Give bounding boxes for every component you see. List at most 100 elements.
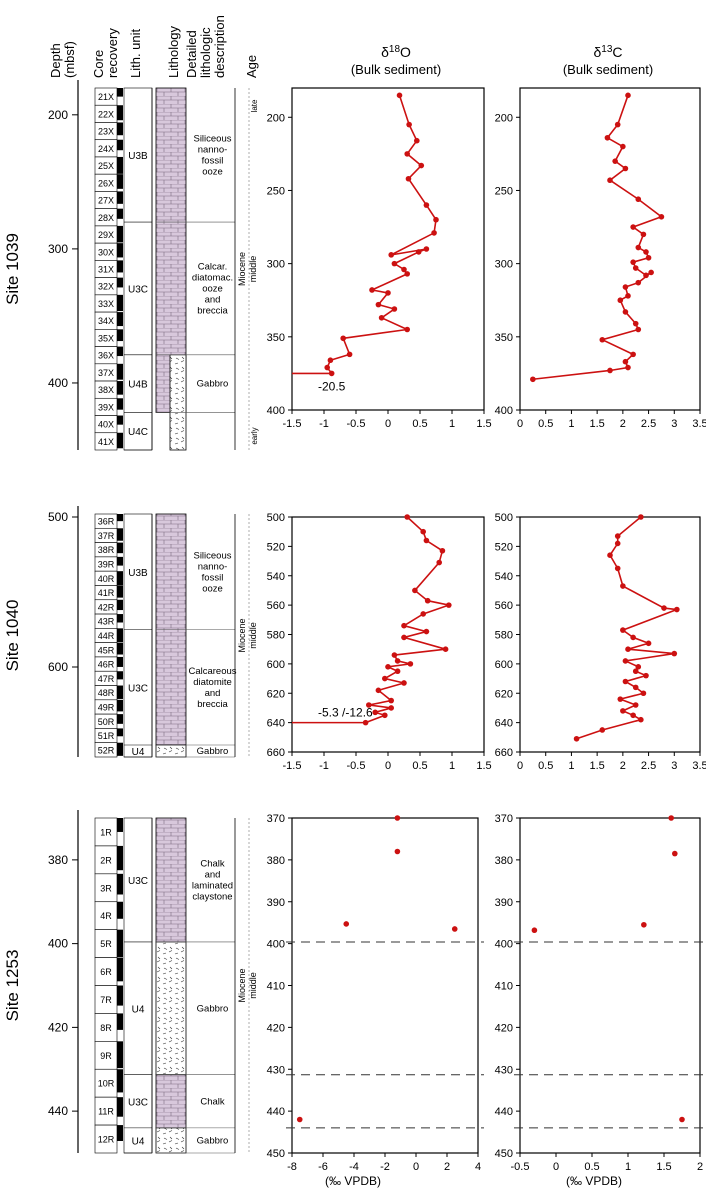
x-tick-label: 1	[568, 418, 574, 430]
core-recovery-bar	[117, 585, 123, 598]
core-recovery-bar	[117, 1125, 123, 1141]
data-point	[622, 284, 629, 290]
core-recovery-bar	[117, 139, 123, 151]
description-header-3: description	[212, 15, 227, 78]
data-point	[366, 702, 372, 708]
core-label: 23X	[98, 127, 114, 137]
core-label: 40X	[98, 420, 114, 430]
core-recovery-bar	[117, 901, 123, 919]
data-point	[439, 547, 446, 554]
offscale-label: -20.5	[318, 379, 346, 393]
x-tick-label: 1.5	[589, 760, 604, 772]
description-text: Chalk	[200, 858, 225, 869]
data-point	[607, 177, 613, 184]
data-point	[620, 708, 626, 714]
data-point	[388, 705, 395, 711]
data-point	[614, 533, 621, 539]
core-label: 6R	[100, 967, 112, 977]
core-recovery-bar	[117, 671, 123, 680]
age-label-group: Miocene middle	[237, 618, 258, 652]
core-recovery-bar	[117, 415, 123, 425]
core-recovery-bar	[117, 845, 123, 871]
core-recovery-bar	[117, 628, 123, 643]
data-point	[327, 357, 334, 364]
x-tick-label: -0.5	[347, 418, 366, 430]
data-point	[369, 287, 375, 293]
y-tick-label: 660	[495, 747, 513, 759]
core-label: 30X	[98, 247, 114, 257]
data-point	[622, 678, 629, 685]
x-tick-label: 3	[671, 760, 677, 772]
core-recovery-bar	[117, 873, 123, 895]
data-point	[632, 265, 639, 271]
data-point	[622, 358, 629, 365]
core-recovery-bar	[117, 105, 123, 121]
depth-tick-label: 440	[48, 1104, 68, 1118]
data-point	[404, 151, 411, 157]
description-text: Chalk	[200, 1096, 225, 1107]
data-point	[620, 583, 626, 589]
data-point	[622, 658, 629, 664]
core-label: 47R	[98, 674, 115, 684]
data-point	[630, 712, 636, 719]
core-recovery-bar	[117, 699, 123, 712]
core-recovery-bar	[117, 363, 123, 380]
description-text: Calcar.	[198, 261, 228, 272]
core-recovery-bar	[117, 346, 123, 357]
data-point	[573, 735, 580, 742]
data-point	[385, 290, 391, 296]
core-label: 26X	[98, 178, 114, 188]
unit-column	[123, 513, 153, 758]
y-tick-label: 500	[495, 512, 513, 524]
depth-tick-label: 300	[48, 242, 68, 256]
y-tick-label: 600	[267, 659, 285, 671]
data-point	[396, 92, 403, 99]
x-tick-label: 0.5	[412, 418, 427, 430]
description-header-2: lithologic	[198, 27, 213, 78]
data-point	[635, 664, 642, 670]
data-point	[423, 246, 430, 252]
core-label: 1R	[100, 827, 112, 837]
depth-header: Depth	[48, 43, 63, 78]
age-epoch: Miocene	[237, 618, 247, 652]
data-point	[679, 1116, 685, 1123]
core-label: 39X	[98, 402, 114, 412]
y-tick-label: 300	[267, 259, 285, 271]
data-point	[372, 709, 379, 716]
y-tick-label: 200	[267, 112, 285, 124]
data-point	[382, 712, 388, 719]
core-recovery-bar	[117, 1013, 123, 1030]
depth-tick-label: 200	[48, 108, 68, 122]
y-tick-label: 640	[495, 718, 513, 730]
gabbro-lithology	[155, 941, 187, 1076]
description-text: and	[205, 688, 221, 699]
x-tick-label: 2	[620, 418, 626, 430]
core-recovery-bar	[117, 1041, 123, 1069]
data-point	[643, 672, 649, 679]
y-tick-label: 580	[267, 630, 285, 642]
y-tick-label: 540	[267, 571, 285, 583]
data-point	[391, 652, 398, 658]
x-tick-label: 1	[625, 1161, 631, 1173]
core-label: 38X	[98, 385, 114, 395]
core-recovery-bar	[117, 243, 123, 258]
data-point	[418, 162, 425, 169]
x-tick-label: -1.5	[283, 418, 302, 430]
x-axis-label-d18o: (‰ VPDB)	[325, 1174, 381, 1188]
data-point	[406, 121, 412, 128]
data-point	[643, 249, 649, 255]
description-text: Gabbro	[197, 1003, 229, 1014]
x-tick-label: -4	[349, 1161, 359, 1173]
age-stage: middle	[248, 256, 258, 283]
data-point	[385, 664, 391, 670]
data-point	[394, 658, 401, 664]
y-tick-label: 600	[495, 659, 513, 671]
core-label: 11R	[98, 1107, 114, 1117]
description-text: claystone	[192, 891, 232, 902]
data-point	[375, 687, 382, 694]
x-tick-label: 0.5	[538, 760, 553, 772]
description-text: Siliceous	[193, 134, 231, 145]
data-point	[625, 92, 631, 99]
late-group: late	[250, 99, 259, 112]
data-point	[614, 540, 621, 547]
